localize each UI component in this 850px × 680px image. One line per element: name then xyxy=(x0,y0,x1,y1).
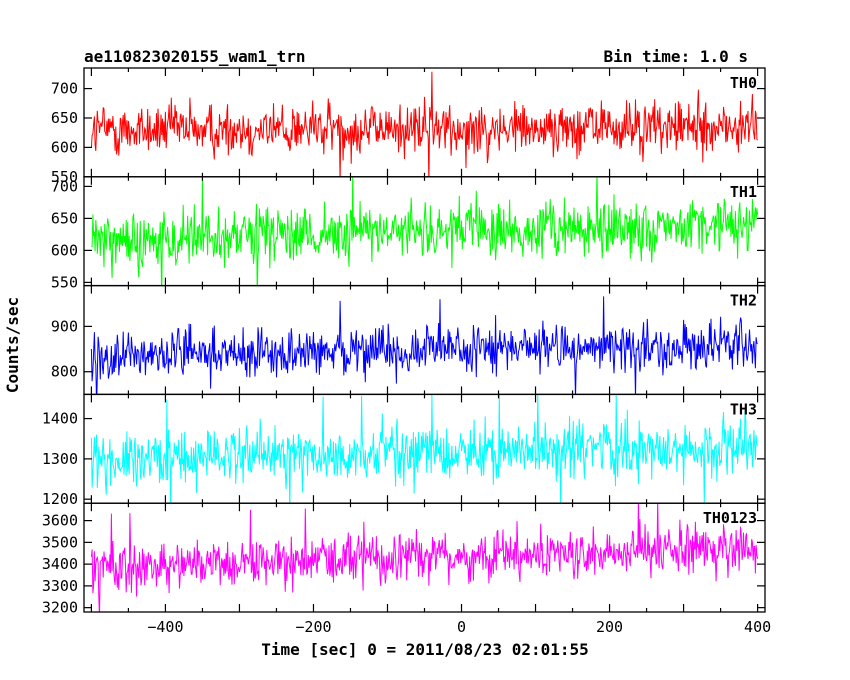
y-tick-label: 1200 xyxy=(42,490,78,508)
panel-th2: 800 900 TH2 xyxy=(51,284,766,396)
y-tick-label: 600 xyxy=(51,241,78,259)
panel-th3: 1200 1300 1400 TH3 xyxy=(42,393,766,508)
x-tick-label: 0 xyxy=(457,618,466,636)
panel-label: TH0 xyxy=(730,74,757,92)
y-tick-label: 1400 xyxy=(42,410,78,428)
y-tick-label: 600 xyxy=(51,138,78,156)
panel-label: TH3 xyxy=(730,400,757,418)
series-line-th2 xyxy=(90,296,758,395)
plot-title: ae110823020155_wam1_trn xyxy=(84,47,306,66)
series-line-th1 xyxy=(91,176,759,286)
x-tick-label: −200 xyxy=(295,618,331,636)
series-line-th0123 xyxy=(90,503,759,613)
panel-label: TH1 xyxy=(730,183,757,201)
y-tick-label: 3400 xyxy=(42,555,78,573)
y-tick-label: 700 xyxy=(51,80,78,98)
y-tick-label: 800 xyxy=(51,363,78,381)
y-tick-label: 550 xyxy=(51,168,78,186)
panel-frame xyxy=(83,176,766,287)
x-tick-label: 200 xyxy=(596,618,623,636)
y-axis-label: Counts/sec xyxy=(3,297,22,393)
x-tick-label: −400 xyxy=(147,618,183,636)
x-tick-label: 400 xyxy=(744,618,771,636)
y-tick-label: 900 xyxy=(51,317,78,335)
y-tick-label: 3500 xyxy=(42,533,78,551)
bin-time-label: Bin time: 1.0 s xyxy=(604,47,749,66)
panel-th1: 550 600 650 700 TH1 xyxy=(51,176,766,291)
panel-label: TH0123 xyxy=(703,509,757,527)
panel-th0: 550 600 650 700 TH0 xyxy=(51,67,766,186)
panel-label: TH2 xyxy=(730,292,757,310)
y-tick-label: 650 xyxy=(51,109,78,127)
y-tick-label: 1300 xyxy=(42,450,78,468)
series-line-th0 xyxy=(90,71,758,177)
y-tick-label: 550 xyxy=(51,273,78,291)
y-tick-label: 3300 xyxy=(42,577,78,595)
panels-group: 550 600 650 700 TH0 550 600 650 700 TH1 800 900 TH2 1… xyxy=(42,67,771,636)
y-tick-label: 700 xyxy=(51,177,78,195)
y-tick-label: 3600 xyxy=(42,512,78,530)
y-tick-label: 650 xyxy=(51,209,78,227)
y-tick-label: 3200 xyxy=(42,599,78,617)
series-line-th3 xyxy=(90,394,759,504)
panel-th0123: 3200 3300 3400 3500 3600 TH0123 xyxy=(42,502,766,617)
x-axis-label: Time [sec] 0 = 2011/08/23 02:01:55 xyxy=(261,640,589,659)
